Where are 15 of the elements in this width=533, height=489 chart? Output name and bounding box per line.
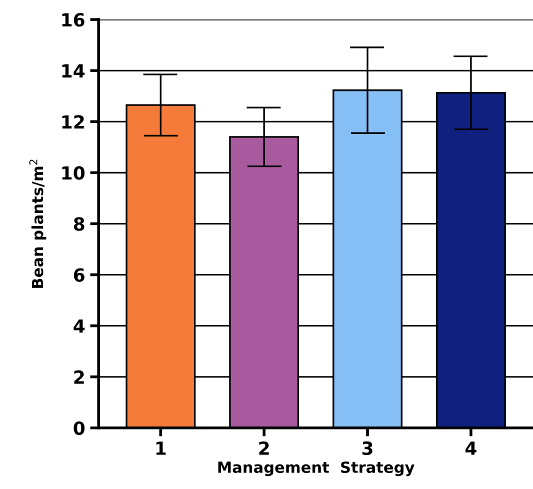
y-tick-label: 14 bbox=[62, 64, 85, 78]
y-tick-label: 6 bbox=[74, 268, 84, 282]
y-axis-title: Bean plants/m$^{2}$ bbox=[29, 160, 46, 288]
y-tick-label: 8 bbox=[74, 217, 84, 231]
y-tick-label: 4 bbox=[74, 319, 85, 333]
y-tick-label: 12 bbox=[62, 115, 84, 128]
x-axis-title: Management Strategy bbox=[218, 461, 414, 476]
y-tick-label: 2 bbox=[74, 370, 84, 384]
x-tick-label: 2 bbox=[259, 441, 269, 455]
y-tick-label: 0 bbox=[74, 421, 85, 435]
x-tick-label: 3 bbox=[362, 441, 372, 456]
y-tick-label: 10 bbox=[62, 166, 85, 180]
x-tick-label: 4 bbox=[465, 442, 476, 455]
x-tick-label: 1 bbox=[156, 442, 166, 455]
y-tick-label: 16 bbox=[62, 13, 84, 27]
